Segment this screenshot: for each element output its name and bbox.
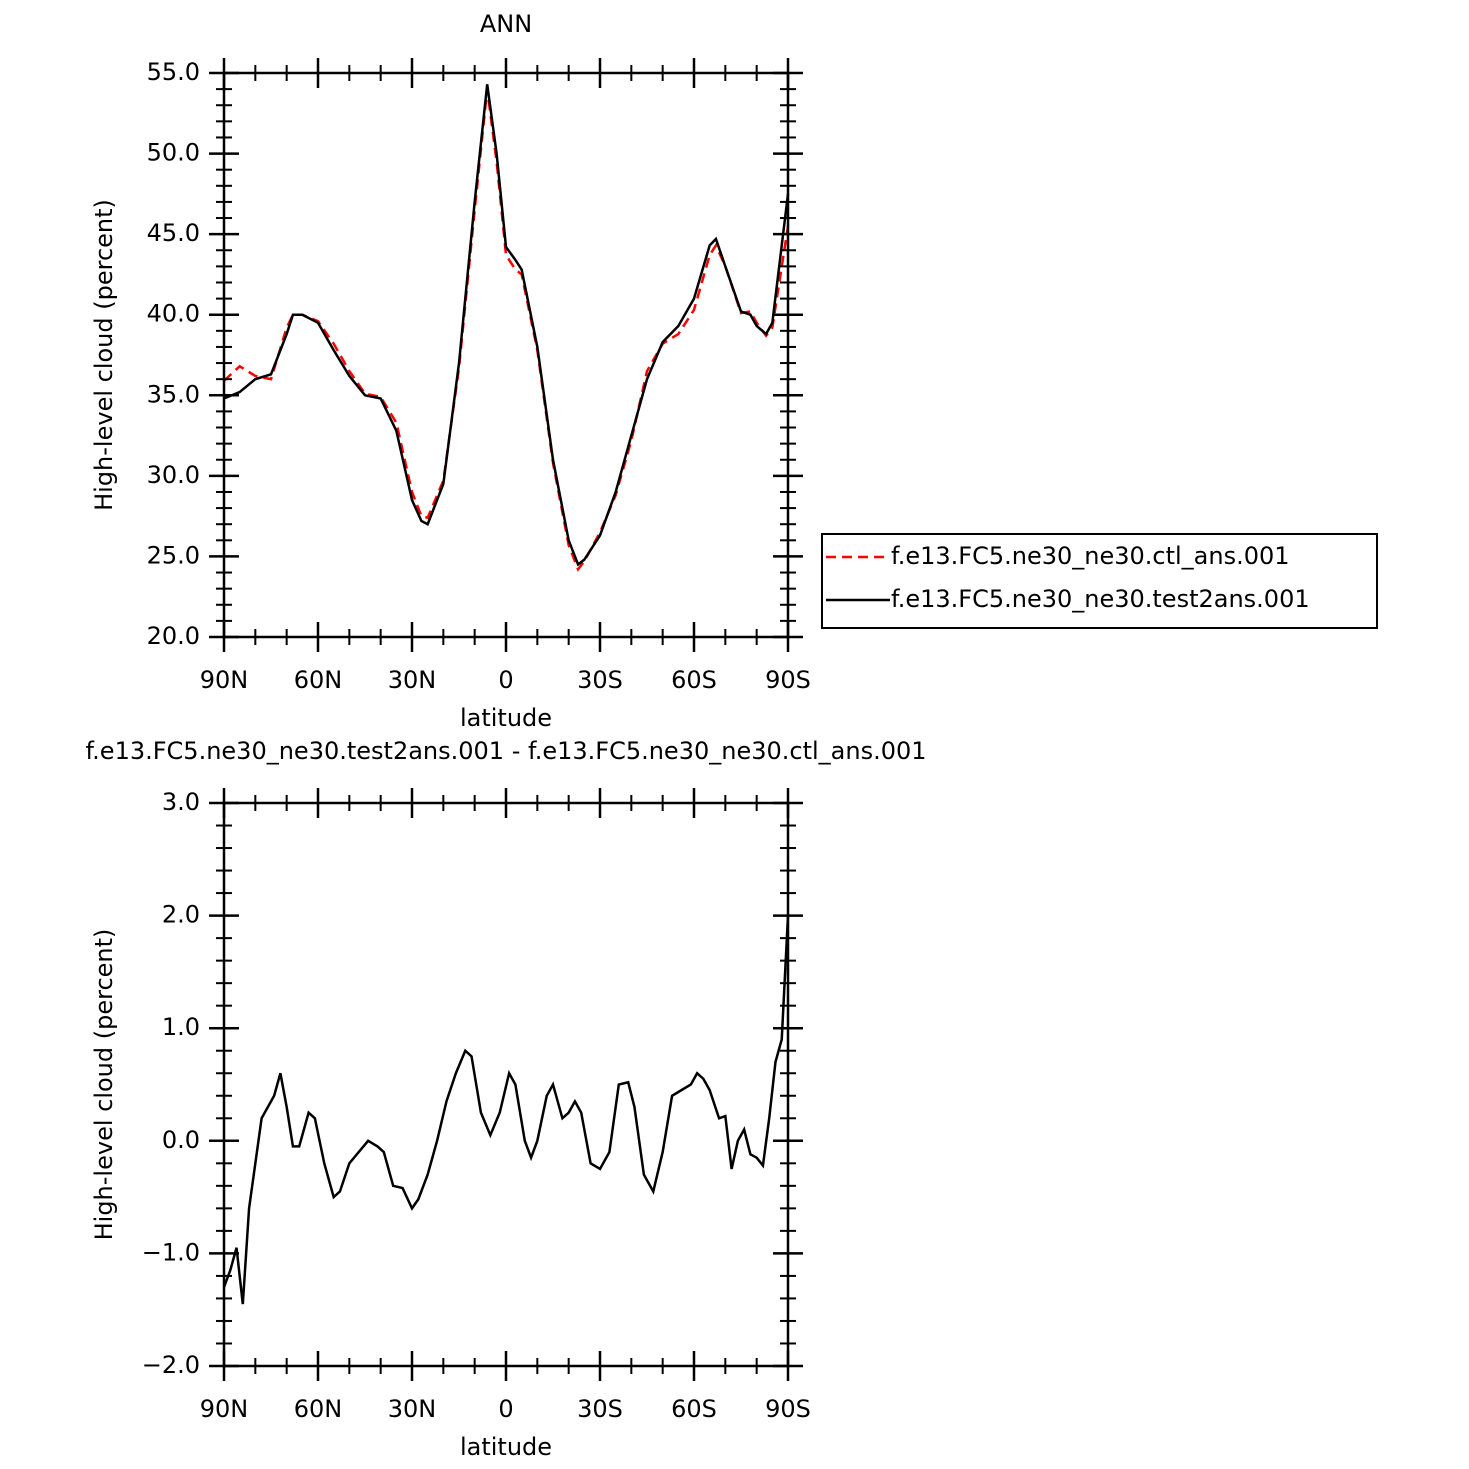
x-tick-label: 90S bbox=[765, 1395, 811, 1423]
y-tick-label: 45.0 bbox=[147, 219, 200, 247]
legend-label: f.e13.FC5.ne30_ne30.test2ans.001 bbox=[891, 585, 1310, 613]
x-tick-label: 30S bbox=[577, 1395, 623, 1423]
y-tick-label: 50.0 bbox=[147, 139, 200, 167]
x-tick-label: 30N bbox=[388, 1395, 437, 1423]
chart-title: f.e13.FC5.ne30_ne30.test2ans.001 - f.e13… bbox=[85, 737, 926, 765]
data-line bbox=[223, 88, 790, 572]
y-tick-label: 1.0 bbox=[162, 1013, 200, 1041]
x-tick-label: 60N bbox=[294, 666, 343, 694]
x-tick-label: 30N bbox=[388, 666, 437, 694]
y-tick-label: 2.0 bbox=[162, 901, 200, 929]
legend-box bbox=[821, 533, 1378, 629]
y-tick-label: 0.0 bbox=[162, 1126, 200, 1154]
y-tick-label: 25.0 bbox=[147, 541, 200, 569]
y-tick-label: 3.0 bbox=[162, 788, 200, 816]
x-tick-label: 60S bbox=[671, 1395, 717, 1423]
data-line bbox=[222, 915, 790, 1305]
y-axis-label: High-level cloud (percent) bbox=[90, 929, 118, 1241]
x-tick-label: 90S bbox=[765, 666, 811, 694]
y-tick-label: −2.0 bbox=[142, 1351, 200, 1379]
x-axis-label: latitude bbox=[460, 704, 552, 732]
y-tick-label: 30.0 bbox=[147, 461, 200, 489]
y-axis-label: High-level cloud (percent) bbox=[90, 199, 118, 511]
x-tick-label: 60S bbox=[671, 666, 717, 694]
x-tick-label: 30S bbox=[577, 666, 623, 694]
y-tick-label: 40.0 bbox=[147, 300, 200, 328]
y-tick-label: −1.0 bbox=[142, 1238, 200, 1266]
x-axis-label: latitude bbox=[460, 1433, 552, 1461]
y-tick-label: 55.0 bbox=[147, 58, 200, 86]
x-tick-label: 0 bbox=[498, 666, 513, 694]
data-line bbox=[223, 84, 790, 567]
x-tick-label: 90N bbox=[200, 666, 249, 694]
plot-frame bbox=[222, 71, 790, 639]
x-tick-label: 90N bbox=[200, 1395, 249, 1423]
x-tick-label: 60N bbox=[294, 1395, 343, 1423]
y-tick-label: 20.0 bbox=[147, 622, 200, 650]
legend-label: f.e13.FC5.ne30_ne30.ctl_ans.001 bbox=[891, 542, 1290, 570]
y-tick-label: 35.0 bbox=[147, 380, 200, 408]
chart-title: ANN bbox=[480, 10, 532, 38]
x-tick-label: 0 bbox=[498, 1395, 513, 1423]
